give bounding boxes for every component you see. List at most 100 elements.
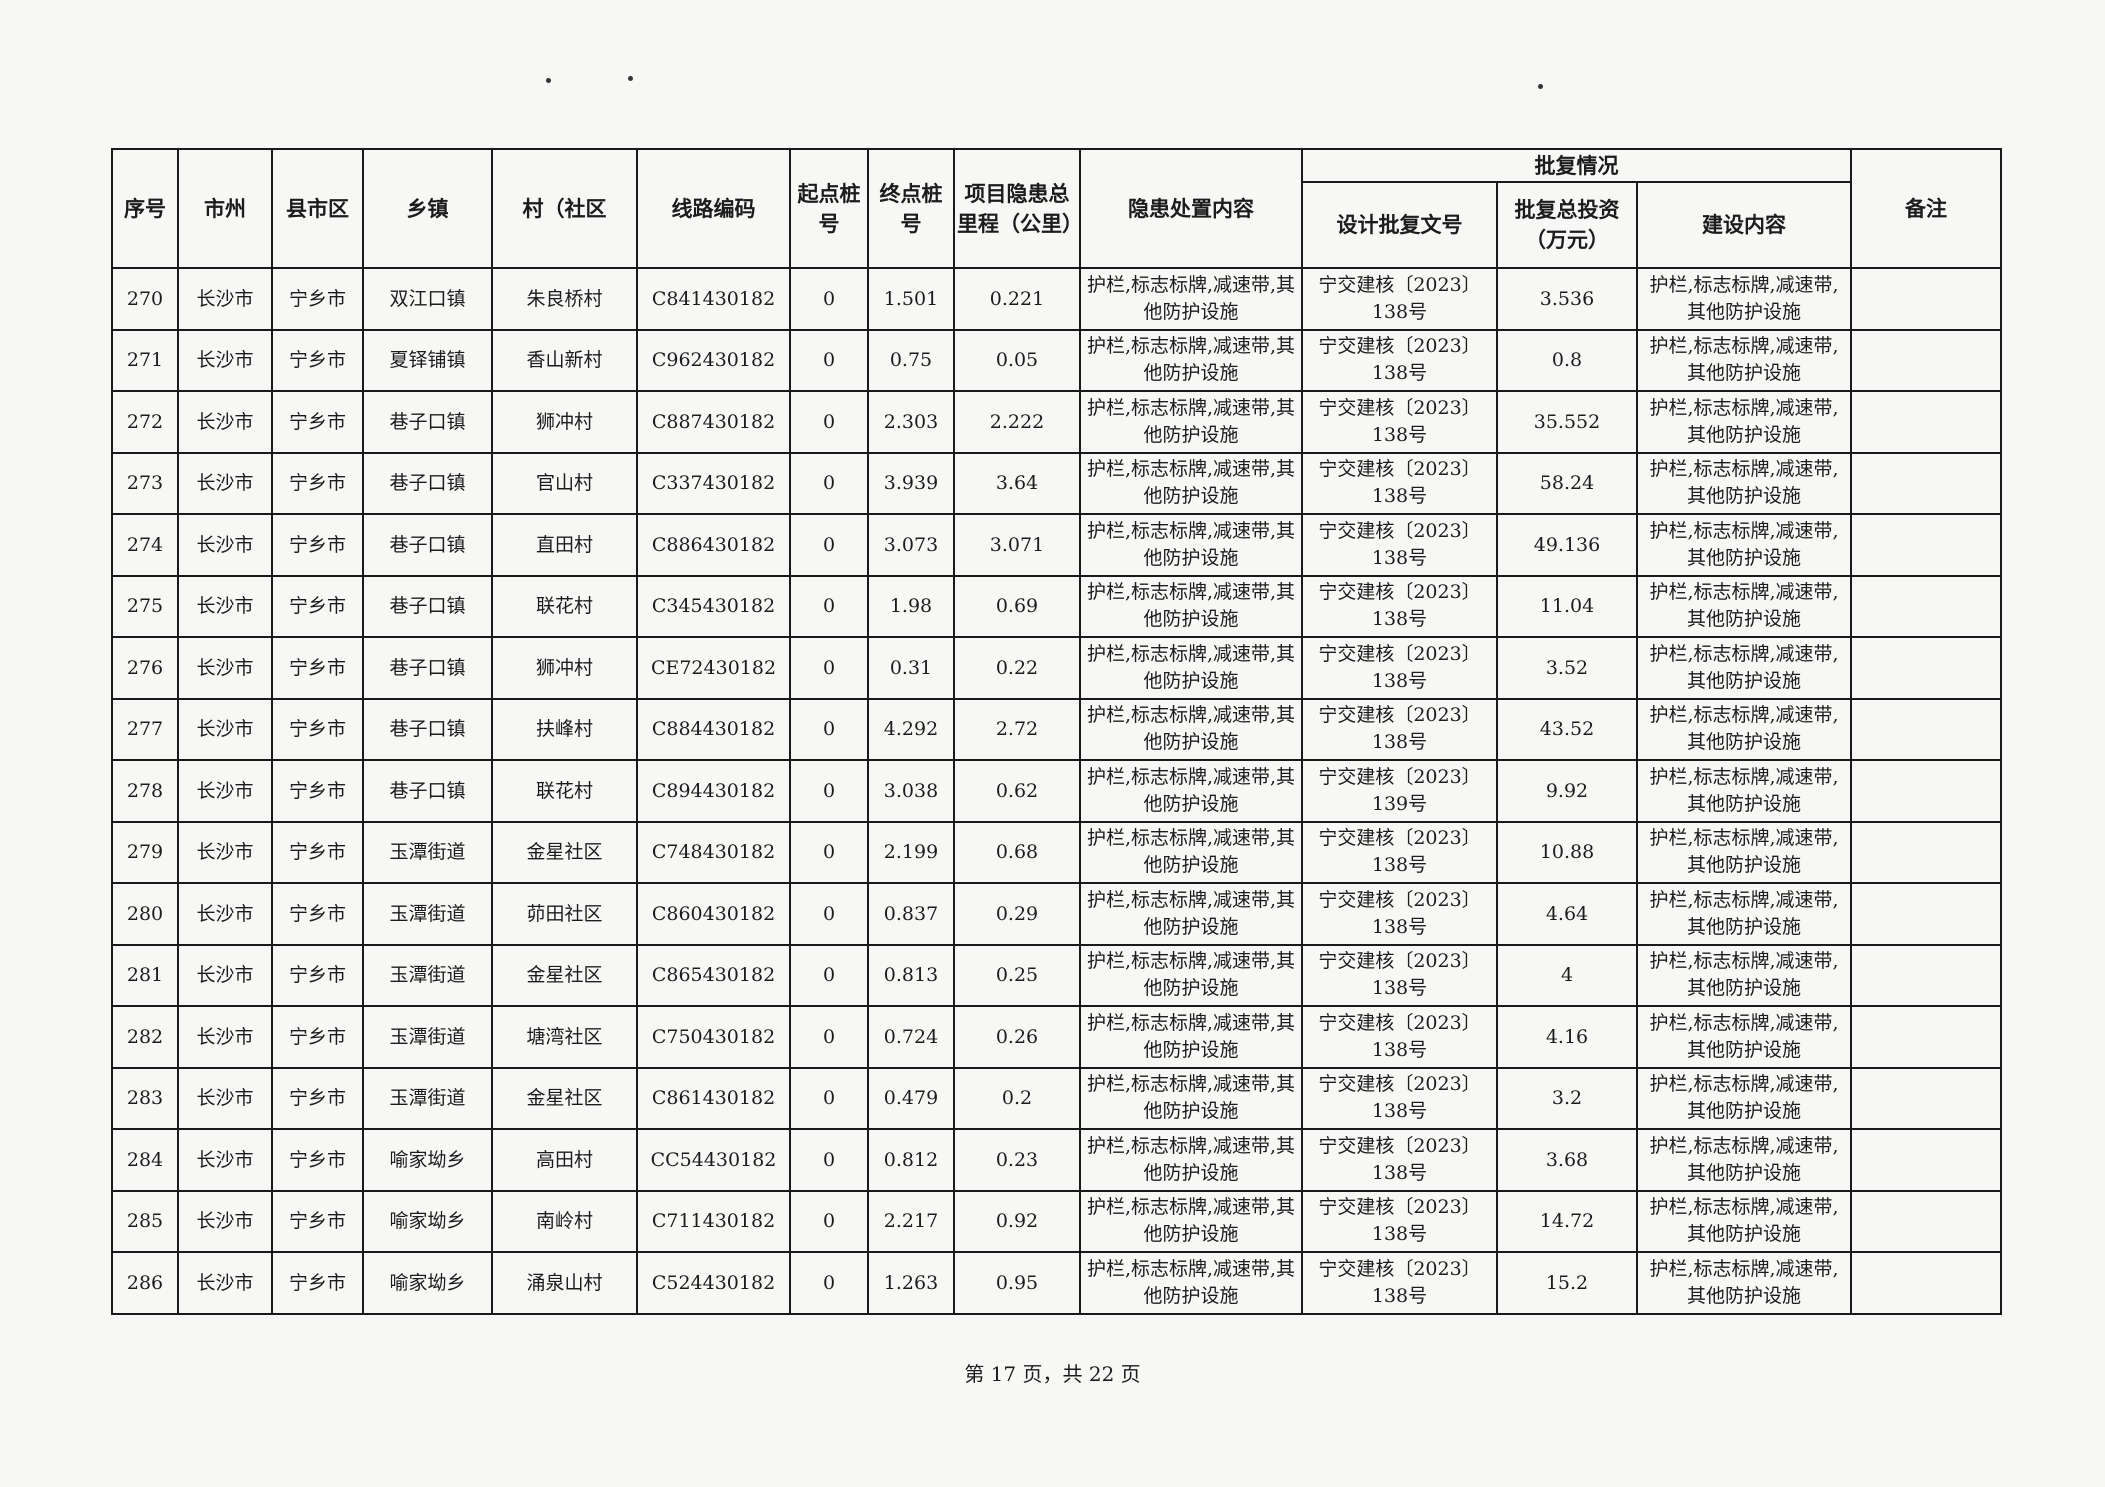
cell-code: CE72430182 xyxy=(636,636,791,700)
cell-mileage: 0.25 xyxy=(953,943,1081,1007)
header-route-code: 线路编码 xyxy=(636,148,791,269)
cell-town: 喻家坳乡 xyxy=(362,1189,493,1253)
cell-start: 0 xyxy=(789,759,869,823)
cell-seq: 271 xyxy=(111,328,179,392)
page-indicator: 第 17 页，共 22 页 xyxy=(964,1362,1141,1386)
cell-remarks xyxy=(1850,574,2002,638)
cell-county: 宁乡市 xyxy=(271,574,364,638)
cell-village: 朱良桥村 xyxy=(491,267,638,331)
cell-doc: 宁交建核〔2023〕138号 xyxy=(1301,1066,1498,1130)
cell-investment: 3.68 xyxy=(1496,1128,1638,1192)
cell-construction: 护栏,标志标牌,减速带,其他防护设施 xyxy=(1636,267,1852,331)
cell-measures: 护栏,标志标牌,减速带,其他防护设施 xyxy=(1079,759,1303,823)
cell-investment: 9.92 xyxy=(1496,759,1638,823)
cell-measures: 护栏,标志标牌,减速带,其他防护设施 xyxy=(1079,1128,1303,1192)
header-approval-investment: 批复总投资（万元） xyxy=(1496,181,1638,269)
cell-measures: 护栏,标志标牌,减速带,其他防护设施 xyxy=(1079,574,1303,638)
cell-start: 0 xyxy=(789,882,869,946)
header-village: 村（社区 xyxy=(491,148,638,269)
cell-investment: 14.72 xyxy=(1496,1189,1638,1253)
header-town: 乡镇 xyxy=(362,148,493,269)
cell-construction: 护栏,标志标牌,减速带,其他防护设施 xyxy=(1636,820,1852,884)
cell-city: 长沙市 xyxy=(177,943,273,1007)
cell-start: 0 xyxy=(789,697,869,761)
scan-speck xyxy=(546,78,551,83)
cell-village: 高田村 xyxy=(491,1128,638,1192)
cell-end: 3.073 xyxy=(867,513,955,577)
cell-doc: 宁交建核〔2023〕138号 xyxy=(1301,328,1498,392)
cell-seq: 283 xyxy=(111,1066,179,1130)
cell-code: C748430182 xyxy=(636,820,791,884)
cell-measures: 护栏,标志标牌,减速带,其他防护设施 xyxy=(1079,820,1303,884)
cell-city: 长沙市 xyxy=(177,513,273,577)
cell-start: 0 xyxy=(789,513,869,577)
cell-investment: 3.2 xyxy=(1496,1066,1638,1130)
cell-construction: 护栏,标志标牌,减速带,其他防护设施 xyxy=(1636,1251,1852,1315)
cell-city: 长沙市 xyxy=(177,328,273,392)
cell-town: 喻家坳乡 xyxy=(362,1128,493,1192)
cell-end: 0.31 xyxy=(867,636,955,700)
cell-investment: 15.2 xyxy=(1496,1251,1638,1315)
table-row: 283 长沙市 宁乡市 玉潭街道 金星社区 C861430182 0 0.479 0.2 护栏,标… xyxy=(111,1066,2002,1130)
table-row: 286 长沙市 宁乡市 喻家坳乡 涌泉山村 C524430182 0 1.263 0.95 护栏,… xyxy=(111,1251,2002,1315)
cell-village: 茆田社区 xyxy=(491,882,638,946)
cell-start: 0 xyxy=(789,1128,869,1192)
header-mileage: 项目隐患总里程（公里） xyxy=(953,148,1083,269)
cell-mileage: 0.69 xyxy=(953,574,1081,638)
cell-seq: 275 xyxy=(111,574,179,638)
cell-seq: 285 xyxy=(111,1189,179,1253)
table-row: 282 长沙市 宁乡市 玉潭街道 塘湾社区 C750430182 0 0.724 0.26 护栏,… xyxy=(111,1005,2002,1069)
cell-start: 0 xyxy=(789,1189,869,1253)
cell-city: 长沙市 xyxy=(177,574,273,638)
cell-start: 0 xyxy=(789,390,869,454)
cell-start: 0 xyxy=(789,267,869,331)
cell-mileage: 0.05 xyxy=(953,328,1081,392)
cell-investment: 0.8 xyxy=(1496,328,1638,392)
cell-investment: 3.52 xyxy=(1496,636,1638,700)
cell-investment: 49.136 xyxy=(1496,513,1638,577)
header-seq: 序号 xyxy=(111,148,179,269)
table-row: 275 长沙市 宁乡市 巷子口镇 联花村 C345430182 0 1.98 0.69 护栏,标志… xyxy=(111,574,2002,638)
cell-code: C887430182 xyxy=(636,390,791,454)
cell-remarks xyxy=(1850,636,2002,700)
cell-mileage: 0.22 xyxy=(953,636,1081,700)
cell-mileage: 0.95 xyxy=(953,1251,1081,1315)
cell-county: 宁乡市 xyxy=(271,267,364,331)
cell-remarks xyxy=(1850,1005,2002,1069)
cell-code: C841430182 xyxy=(636,267,791,331)
cell-mileage: 3.64 xyxy=(953,451,1081,515)
header-city: 市州 xyxy=(177,148,273,269)
cell-city: 长沙市 xyxy=(177,1005,273,1069)
cell-city: 长沙市 xyxy=(177,697,273,761)
cell-construction: 护栏,标志标牌,减速带,其他防护设施 xyxy=(1636,451,1852,515)
cell-city: 长沙市 xyxy=(177,390,273,454)
cell-doc: 宁交建核〔2023〕138号 xyxy=(1301,1128,1498,1192)
cell-doc: 宁交建核〔2023〕138号 xyxy=(1301,267,1498,331)
cell-county: 宁乡市 xyxy=(271,1005,364,1069)
cell-investment: 35.552 xyxy=(1496,390,1638,454)
cell-end: 0.479 xyxy=(867,1066,955,1130)
cell-construction: 护栏,标志标牌,减速带,其他防护设施 xyxy=(1636,1189,1852,1253)
cell-city: 长沙市 xyxy=(177,1128,273,1192)
cell-investment: 4 xyxy=(1496,943,1638,1007)
cell-code: CC54430182 xyxy=(636,1128,791,1192)
cell-town: 喻家坳乡 xyxy=(362,1251,493,1315)
cell-town: 巷子口镇 xyxy=(362,574,493,638)
header-approval-doc: 设计批复文号 xyxy=(1301,181,1498,269)
cell-investment: 58.24 xyxy=(1496,451,1638,515)
cell-town: 玉潭街道 xyxy=(362,943,493,1007)
cell-remarks xyxy=(1850,759,2002,823)
cell-village: 扶峰村 xyxy=(491,697,638,761)
cell-doc: 宁交建核〔2023〕138号 xyxy=(1301,1251,1498,1315)
table-row: 270 长沙市 宁乡市 双江口镇 朱良桥村 C841430182 0 1.501 0.221 护栏… xyxy=(111,267,2002,331)
cell-measures: 护栏,标志标牌,减速带,其他防护设施 xyxy=(1079,1066,1303,1130)
cell-end: 2.199 xyxy=(867,820,955,884)
cell-county: 宁乡市 xyxy=(271,1066,364,1130)
cell-construction: 护栏,标志标牌,减速带,其他防护设施 xyxy=(1636,1128,1852,1192)
cell-seq: 278 xyxy=(111,759,179,823)
cell-construction: 护栏,标志标牌,减速带,其他防护设施 xyxy=(1636,1005,1852,1069)
table-row: 279 长沙市 宁乡市 玉潭街道 金星社区 C748430182 0 2.199 0.68 护栏,… xyxy=(111,820,2002,884)
cell-town: 巷子口镇 xyxy=(362,451,493,515)
cell-code: C750430182 xyxy=(636,1005,791,1069)
cell-town: 玉潭街道 xyxy=(362,882,493,946)
